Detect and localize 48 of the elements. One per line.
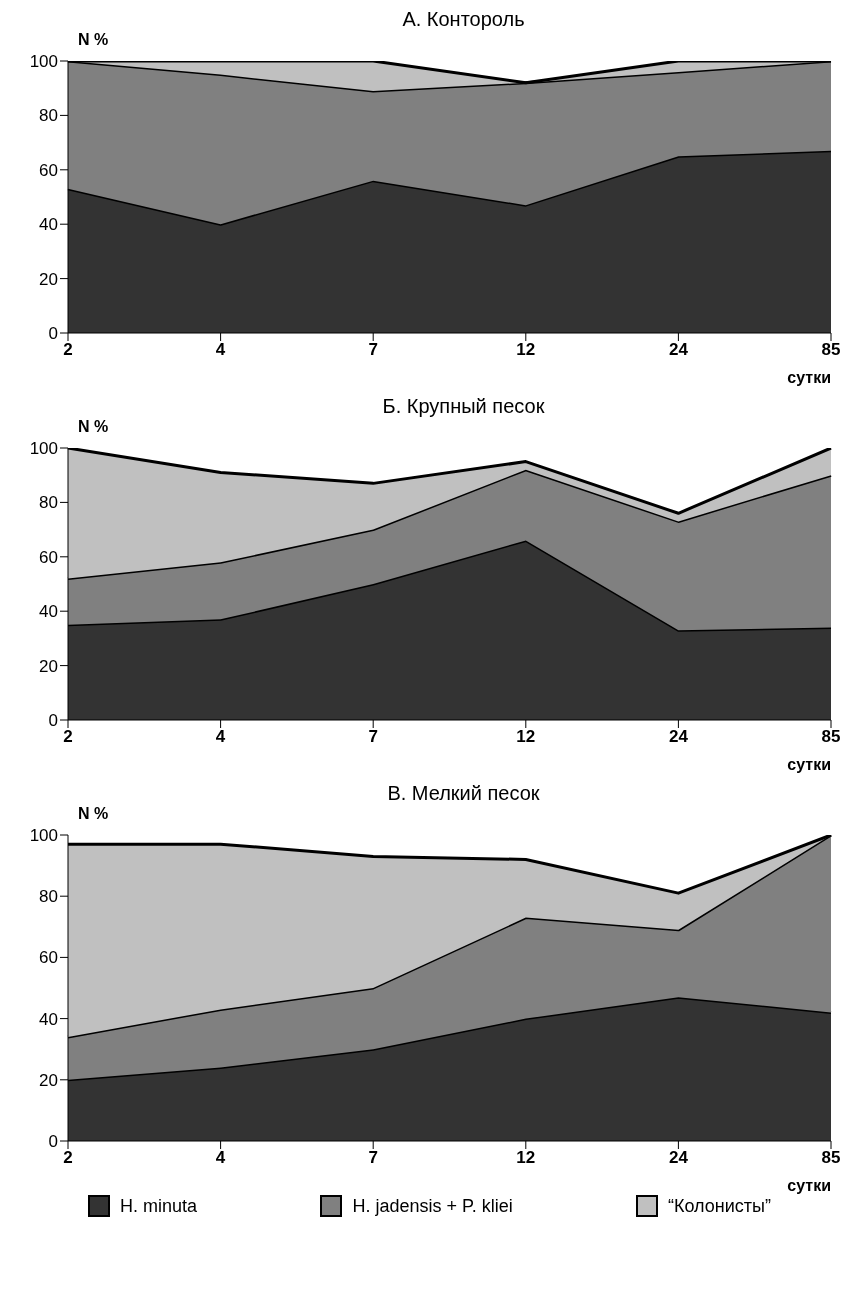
legend-label: H. jadensis + P. kliei [352,1195,513,1217]
y-tick-label: 60 [39,547,58,567]
y-tick-label: 100 [29,826,58,846]
x-tick-label: 7 [368,340,378,360]
y-tick-label: 40 [39,602,58,622]
x-axis-title: сутки [787,756,831,773]
y-tick-label: 20 [39,269,58,289]
y-tick-label: 60 [39,948,58,968]
y-tick-label: 80 [39,887,58,907]
y-axis-title: N % [78,31,109,49]
y-tick-label: 0 [48,324,58,344]
legend-label: H. minuta [120,1195,198,1217]
y-tick-label: 80 [39,493,58,513]
x-tick-label: 12 [516,727,536,747]
x-axis-title: сутки [787,369,831,386]
y-tick-label: 60 [39,160,58,180]
x-tick-label: 2 [63,340,73,360]
x-tick-label: 12 [516,340,536,360]
x-tick-label: 4 [215,340,226,360]
y-tick-label: 0 [48,1132,58,1152]
x-tick-label: 85 [821,340,841,360]
x-tick-label: 85 [821,727,841,747]
y-tick-label: 100 [29,52,58,72]
chart-title: А. Контороль [401,8,526,31]
chart-title: Б. Крупный песок [381,395,546,418]
y-tick-label: 20 [39,1070,58,1090]
y-tick-label: 0 [48,711,58,731]
x-tick-label: 2 [63,1148,73,1168]
y-tick-label: 40 [39,1009,58,1029]
x-tick-label: 24 [668,1148,689,1168]
x-tick-label: 7 [368,727,378,747]
x-tick-label: 4 [215,1148,226,1168]
x-tick-label: 7 [368,1148,378,1168]
x-tick-label: 85 [821,1148,841,1168]
x-tick-label: 24 [668,340,689,360]
y-axis-title: N % [78,805,109,823]
chart-title: В. Мелкий песок [386,782,541,805]
y-tick-label: 40 [39,215,58,235]
y-tick-label: 100 [29,439,58,459]
x-tick-label: 2 [63,727,73,747]
legend-label: “Колонисты” [668,1195,771,1217]
y-tick-label: 80 [39,106,58,126]
y-tick-label: 20 [39,656,58,676]
y-axis-title: N % [78,418,109,436]
x-tick-label: 12 [516,1148,536,1168]
x-axis-title: сутки [787,1177,831,1194]
x-tick-label: 4 [215,727,226,747]
x-tick-label: 24 [668,727,689,747]
